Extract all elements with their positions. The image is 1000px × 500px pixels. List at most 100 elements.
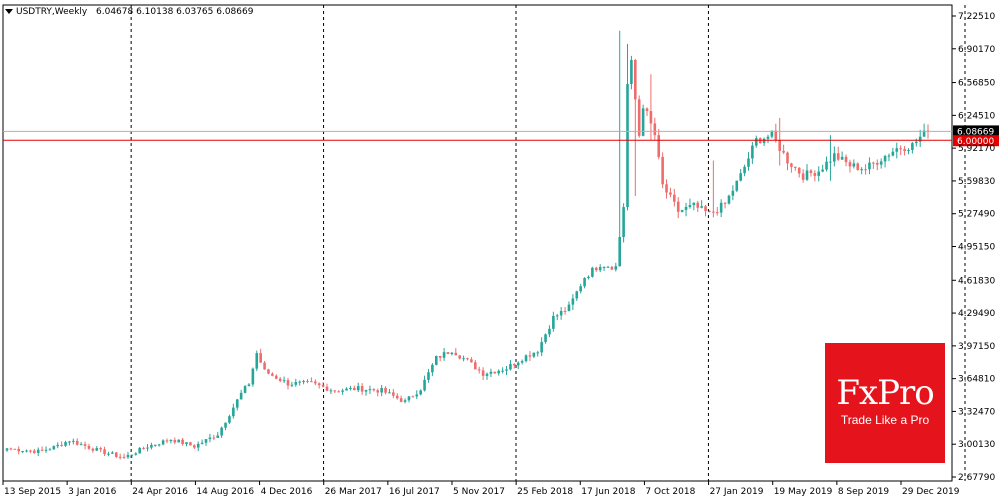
- candle-body: [189, 442, 192, 446]
- candle-body: [552, 315, 555, 329]
- candle-body: [797, 167, 801, 174]
- candle-body: [922, 130, 926, 137]
- candle-body: [462, 358, 465, 360]
- candle-body: [255, 353, 259, 369]
- candle-body: [661, 156, 664, 185]
- candle-body: [833, 153, 836, 162]
- candle-body: [235, 399, 239, 408]
- candle-body: [794, 166, 797, 168]
- x-tick-label: 27 Jan 2019: [710, 487, 764, 497]
- symbol-label: USDTRY,Weekly: [16, 7, 88, 17]
- candle-body: [477, 369, 481, 371]
- candle-body: [438, 356, 442, 358]
- candle-body: [44, 449, 48, 451]
- candle-body: [649, 111, 653, 124]
- candle-body: [25, 450, 28, 452]
- candle-body: [481, 370, 485, 376]
- candle-body: [48, 449, 52, 451]
- period-separators: [130, 5, 966, 481]
- candle-body: [676, 201, 680, 212]
- candle-body: [712, 211, 715, 213]
- x-tick-label: 25 Feb 2018: [517, 487, 573, 497]
- plot-frame: [2, 4, 953, 482]
- candle-body: [790, 163, 793, 167]
- candle-body: [544, 334, 547, 343]
- candle-body: [727, 195, 731, 204]
- candle-body: [353, 387, 356, 391]
- candle-body: [520, 361, 524, 363]
- candle-body: [181, 439, 184, 445]
- candle-body: [185, 442, 188, 445]
- candle-body: [399, 398, 403, 402]
- candle-body: [220, 427, 223, 436]
- candle-body: [314, 381, 317, 384]
- level-price-tag: [953, 135, 999, 147]
- candle-body: [64, 442, 67, 446]
- chevron-down-icon[interactable]: [5, 9, 13, 14]
- x-tick-label: 24 Apr 2016: [132, 487, 188, 497]
- candle-body: [474, 362, 477, 370]
- candle-body: [626, 84, 629, 208]
- candle-body: [583, 278, 586, 287]
- candle-body: [614, 266, 618, 270]
- candle-body: [575, 291, 579, 299]
- candle-body: [411, 396, 415, 398]
- candle-body: [337, 391, 341, 393]
- candle-body: [653, 123, 657, 136]
- y-tick-label: 6.24510: [958, 111, 995, 121]
- candle-body: [680, 209, 684, 212]
- candle-body: [114, 452, 118, 457]
- candle-body: [75, 440, 79, 445]
- x-tick-label: 19 May 2019: [774, 487, 833, 497]
- x-tick-label: 7 Oct 2018: [645, 487, 695, 497]
- candle-body: [224, 422, 227, 428]
- candle-body: [126, 454, 130, 458]
- candle-body: [142, 447, 145, 449]
- candle-body: [489, 371, 493, 374]
- candle-body: [809, 170, 813, 174]
- candle-body: [505, 369, 508, 371]
- candle-body: [196, 443, 200, 448]
- candle-body: [239, 392, 243, 400]
- candle-body: [95, 448, 99, 451]
- candle-body: [103, 449, 106, 455]
- candle-body: [384, 387, 387, 393]
- candle-body: [805, 170, 809, 180]
- logo-tagline: Trade Like a Pro: [840, 413, 930, 427]
- candle-body: [345, 388, 348, 391]
- candle-body: [634, 59, 637, 100]
- candle-body: [423, 379, 426, 391]
- candle-body: [618, 236, 621, 267]
- candle-body: [325, 386, 329, 391]
- candle-body: [555, 315, 559, 317]
- candle-body: [79, 444, 83, 446]
- candle-body: [193, 445, 196, 448]
- candle-body: [36, 449, 40, 453]
- candle-body: [692, 202, 696, 206]
- candle-body: [887, 155, 891, 157]
- candle-body: [161, 440, 165, 445]
- candle-body: [282, 380, 286, 382]
- candle-body: [122, 456, 126, 458]
- candle-body: [208, 437, 212, 440]
- candle-body: [673, 194, 676, 202]
- candle-body: [228, 416, 231, 423]
- candle-body: [774, 130, 778, 141]
- candle-body: [657, 135, 661, 157]
- y-axis: 7.22510 6.90170 6.56850 6.24510 5.92170 5.598…: [952, 12, 995, 483]
- y-tick-label: 3.97150: [958, 342, 995, 352]
- candle-body: [87, 445, 91, 449]
- candle-body: [587, 276, 590, 279]
- candle-body: [528, 355, 532, 357]
- candle-body: [21, 451, 24, 453]
- candle-body: [696, 202, 700, 208]
- candle-body: [446, 352, 450, 355]
- candle-body: [216, 435, 220, 438]
- candle-body: [532, 352, 536, 357]
- candle-body: [165, 440, 169, 442]
- candle-body: [497, 370, 501, 374]
- candle-body: [704, 206, 707, 212]
- candle-body: [844, 156, 848, 163]
- candle-body: [895, 148, 899, 152]
